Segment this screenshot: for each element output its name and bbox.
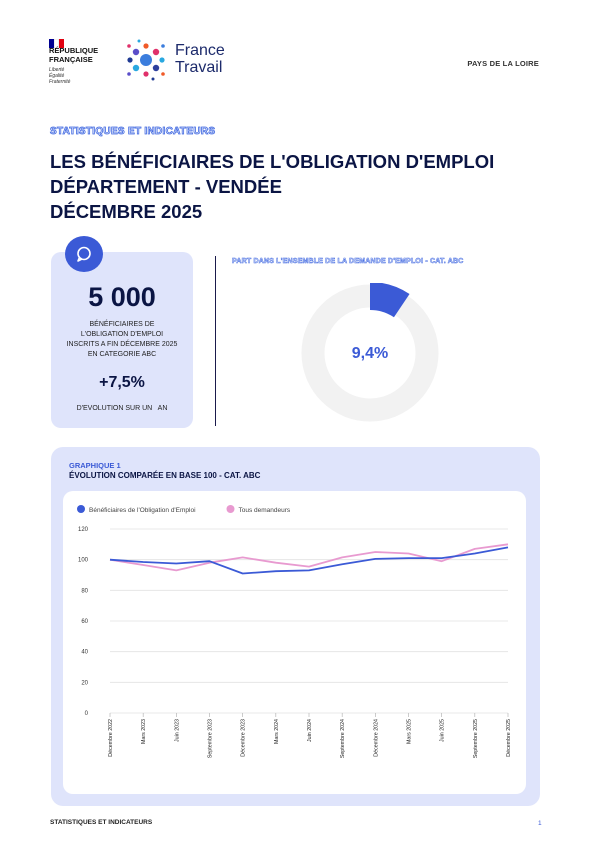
republic-line1: RÉPUBLIQUE xyxy=(49,46,99,55)
kpi-card xyxy=(51,252,193,428)
legend-label: Bénéficiaires de l'Obligation d'Emploi xyxy=(89,507,196,514)
x-tick-label: Décembre 2025 xyxy=(506,719,512,757)
legend-label: Tous demandeurs xyxy=(239,507,291,514)
y-tick-label: 60 xyxy=(81,619,88,625)
x-tick-label: Décembre 2024 xyxy=(373,719,379,757)
france-travail-logo-icon xyxy=(127,39,165,81)
y-tick-label: 0 xyxy=(85,711,89,717)
kpi-evolution-label: D'EVOLUTION SUR UN AN xyxy=(76,405,168,412)
y-tick-label: 100 xyxy=(78,558,89,564)
line-chart: Bénéficiaires de l'Obligation d'Emploi To… xyxy=(77,505,512,758)
kpi-description: BÉNÉFICIAIRES DE L'OBLIGATION D'EMPLOI I… xyxy=(56,320,188,360)
y-tick-label: 20 xyxy=(81,680,88,686)
chart-kicker: GRAPHIQUE 1 xyxy=(69,461,121,470)
page-title: LES BÉNÉFICIAIRES DE L'OBLIGATION D'EMPL… xyxy=(50,149,530,224)
x-tick-label: Septembre 2024 xyxy=(340,719,346,758)
series-line xyxy=(109,546,509,575)
section-kicker: STATISTIQUES ET INDICATEURS xyxy=(50,126,216,138)
republic-motto: Liberté Égalité Fraternité xyxy=(49,67,71,85)
brand-line1: France xyxy=(175,42,225,59)
kpi-desc-line3: INSCRITS A FIN DÉCEMBRE 2025 xyxy=(66,341,178,348)
legend-marker xyxy=(77,505,85,513)
kpi-value: 5 000 xyxy=(88,282,156,312)
chart-area xyxy=(63,491,526,794)
title-line3: DÉCEMBRE 2025 xyxy=(50,201,203,222)
brand-line2: Travail xyxy=(175,59,223,76)
y-tick-label: 80 xyxy=(81,588,88,594)
x-tick-label: Juin 2025 xyxy=(440,719,446,742)
y-tick-label: 40 xyxy=(81,650,88,656)
title-line2: DÉPARTEMENT - VENDÉE xyxy=(50,176,282,197)
kpi-badge xyxy=(65,236,103,272)
vertical-divider xyxy=(215,256,216,426)
x-tick-label: Mars 2025 xyxy=(407,719,413,744)
kpi-desc-line4: EN CATEGORIE ABC xyxy=(87,351,157,358)
share-title: PART DANS L'ENSEMBLE DE LA DEMANDE D'EMP… xyxy=(232,258,464,266)
x-tick-label: Mars 2023 xyxy=(141,719,147,744)
y-tick-label: 120 xyxy=(78,527,89,533)
republique-francaise-logo: RÉPUBLIQUE FRANÇAISE xyxy=(49,46,98,64)
share-value: 9,4% xyxy=(351,345,389,362)
footer-label: STATISTIQUES ET INDICATEURS xyxy=(50,819,153,826)
legend-marker xyxy=(226,505,235,513)
donut-share-arc xyxy=(369,283,410,318)
share-donut-chart xyxy=(301,283,439,422)
kpi-evolution: +7,5% xyxy=(99,374,145,391)
x-tick-label: Décembre 2022 xyxy=(108,719,114,757)
page-number: 1 xyxy=(538,820,542,827)
republic-line2: FRANÇAISE xyxy=(49,55,93,64)
french-flag-icon xyxy=(49,35,64,48)
chat-bubble-icon xyxy=(77,246,91,262)
brand-name: France Travail xyxy=(175,42,225,76)
kpi-desc-line2: L'OBLIGATION D'EMPLOI xyxy=(80,331,164,338)
x-tick-label: Septembre 2025 xyxy=(473,719,479,758)
x-tick-label: Juin 2023 xyxy=(174,719,180,742)
x-tick-label: Septembre 2023 xyxy=(208,719,214,758)
series-line xyxy=(109,543,509,572)
title-line1: LES BÉNÉFICIAIRES DE L'OBLIGATION D'EMPL… xyxy=(50,151,495,172)
x-tick-label: Juin 2024 xyxy=(307,719,313,742)
region-label: PAYS DE LA LOIRE xyxy=(467,59,539,68)
kpi-desc-line1: BÉNÉFICIAIRES DE xyxy=(89,321,155,328)
x-tick-label: Décembre 2023 xyxy=(241,719,247,757)
chart-title: ÉVOLUTION COMPARÉE EN BASE 100 - CAT. AB… xyxy=(69,471,261,480)
x-tick-label: Mars 2024 xyxy=(274,719,280,744)
